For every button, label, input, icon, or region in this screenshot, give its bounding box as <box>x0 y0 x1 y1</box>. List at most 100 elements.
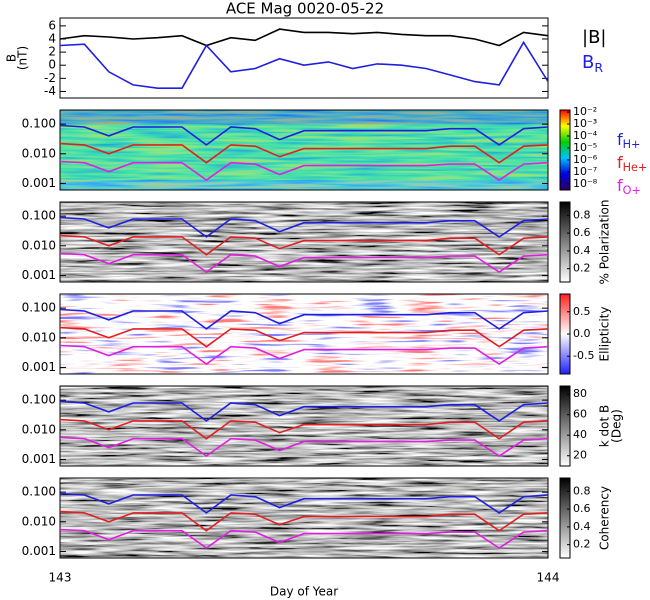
x-tick-label: 143 <box>49 571 72 585</box>
y-tick-label: 0.001 <box>22 268 56 282</box>
colorbar-tick-label: 10⁻⁵ <box>573 141 597 154</box>
y-tick-label: 0 <box>48 58 56 72</box>
colorbar-tick-label: 10⁻⁶ <box>573 153 598 166</box>
spectrogram-texture <box>60 386 548 466</box>
colorbar-tick-label: 60 <box>573 408 587 421</box>
colorbar-tick-label: 10⁻² <box>573 105 597 118</box>
colorbar-label: % Polarization <box>598 200 612 285</box>
legend-entry: fHe+ <box>617 153 647 175</box>
series-line <box>60 344 548 365</box>
colorbar-tick-label: 10⁻⁷ <box>573 165 597 178</box>
legend-subscript: O+ <box>623 184 641 197</box>
y-tick-label: 0.010 <box>22 514 56 528</box>
legend-name: f <box>617 153 623 172</box>
colorbar-tick-label: 80 <box>573 387 587 400</box>
series-line <box>60 124 548 146</box>
y-tick-label: 0.100 <box>22 301 56 315</box>
legend-subscript: He+ <box>623 161 648 174</box>
legend-name: |B| <box>582 27 606 48</box>
plot-frame <box>59 293 549 375</box>
series-line <box>60 510 548 532</box>
plot-frame <box>59 385 549 467</box>
spectrogram-texture <box>60 110 548 190</box>
colorbar-tick-label: 0.4 <box>573 520 591 533</box>
y-tick-label: 0.001 <box>22 452 56 466</box>
plot-frame <box>59 201 549 283</box>
legend-name: B <box>582 52 594 73</box>
legend-name: f <box>617 176 623 195</box>
colorbar-tick-label: 0.2 <box>573 262 591 275</box>
colorbar-tick-label: 0.4 <box>573 244 591 257</box>
colorbar-tick-label: 40 <box>573 428 587 441</box>
y-tick-label: 4 <box>48 31 56 45</box>
series-line <box>60 492 548 514</box>
series-line <box>60 326 548 348</box>
colorbar-tick-label: 10⁻⁴ <box>573 129 598 142</box>
colorbar-label: Ellipticity <box>598 307 612 362</box>
colorbar-tick-label: 20 <box>573 449 587 462</box>
plot-frame <box>59 109 549 191</box>
y-tick-label: 0.100 <box>22 485 56 499</box>
y-tick-label: 0.100 <box>22 117 56 131</box>
colorbar <box>559 109 571 191</box>
series-line <box>60 142 548 164</box>
y-tick-label: -4 <box>44 84 56 98</box>
y-tick-label: -2 <box>44 71 56 85</box>
colorbar-label: (Deg) <box>610 409 624 443</box>
legend-entry: |B| <box>582 27 606 48</box>
colorbar-tick-label: 0.0 <box>573 327 591 340</box>
y-tick-label: 0.001 <box>22 176 56 190</box>
legend-subscript: H+ <box>623 138 641 151</box>
colorbar-label: Coherency <box>598 486 612 550</box>
series-line <box>60 160 548 181</box>
plot-frame <box>59 17 549 99</box>
legend-subscript: R <box>594 60 603 75</box>
y-axis-label: B <box>5 54 19 62</box>
y-tick-label: 2 <box>48 45 56 59</box>
spectrogram-texture <box>60 202 548 282</box>
colorbar-tick-label: 0.6 <box>573 502 591 515</box>
plot-frame <box>59 477 549 559</box>
series-line <box>60 234 548 256</box>
colorbar <box>559 201 571 283</box>
colorbar-tick-label: 10⁻⁸ <box>573 177 598 190</box>
legend-name: f <box>617 130 623 149</box>
colorbar-label: k dot B <box>598 405 612 447</box>
y-tick-label: 0.100 <box>22 209 56 223</box>
legend-entry: BR <box>582 52 603 75</box>
y-tick-label: 0.010 <box>22 330 56 344</box>
series-line <box>60 28 548 47</box>
colorbar-tick-label: 0.6 <box>573 226 591 239</box>
series-line <box>60 216 548 238</box>
series-line <box>60 436 548 457</box>
y-tick-label: 0.010 <box>22 238 56 252</box>
spectrogram-texture <box>60 294 548 374</box>
y-tick-label: 0.010 <box>22 422 56 436</box>
colorbar-tick-label: 0.8 <box>573 484 591 497</box>
colorbar-tick-label: 10⁻³ <box>573 117 597 130</box>
legend-entry: fO+ <box>617 176 641 198</box>
chart-title: ACE Mag 0020-05-22 <box>226 0 384 18</box>
y-tick-label: 0.001 <box>22 360 56 374</box>
y-tick-label: 6 <box>48 18 56 32</box>
colorbar-tick-label: 0.5 <box>573 305 591 318</box>
y-tick-label: 0.001 <box>22 544 56 558</box>
series-line <box>60 418 548 440</box>
series-line <box>60 528 548 549</box>
colorbar-tick-label: -0.5 <box>573 349 594 362</box>
colorbar <box>559 385 571 467</box>
colorbar-tick-label: 0.8 <box>573 208 591 221</box>
x-tick-label: 144 <box>537 571 560 585</box>
colorbar <box>559 477 571 559</box>
colorbar-tick-label: 0.2 <box>573 538 591 551</box>
y-axis-label: (nT) <box>16 46 30 70</box>
series-line <box>60 40 548 89</box>
series-line <box>60 400 548 422</box>
series-line <box>60 252 548 273</box>
legend-entry: fH+ <box>617 130 640 152</box>
spectrogram-texture <box>60 478 548 558</box>
y-tick-label: 0.100 <box>22 393 56 407</box>
series-line <box>60 308 548 330</box>
